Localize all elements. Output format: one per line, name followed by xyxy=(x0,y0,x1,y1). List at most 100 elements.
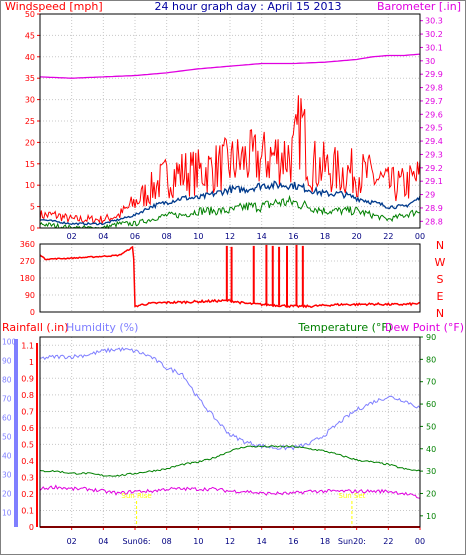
time-tick-label: 02 xyxy=(67,537,77,546)
rainfall-axis-bar xyxy=(36,343,38,527)
direction-degree-label: 360 xyxy=(20,240,35,249)
windspeed-tick-label: 0 xyxy=(30,224,35,233)
panel2-series xyxy=(39,244,421,309)
barometer-tick-label: 29.5 xyxy=(425,124,443,133)
windspeed-tick-label: 15 xyxy=(25,160,35,169)
windspeed-tick-label: 50 xyxy=(25,10,35,19)
time-tick-label: 04 xyxy=(98,537,108,546)
rainfall-label: Rainfall (.in) xyxy=(2,321,69,334)
temperature-tick-label: 90 xyxy=(426,333,436,342)
windspeed-tick-label: 20 xyxy=(25,138,35,147)
barometer-tick-label: 29.9 xyxy=(425,70,443,79)
barometer-tick-label: 29.6 xyxy=(425,110,443,119)
time-tick-label: 12 xyxy=(225,537,235,546)
humidity-tick-label: 40 xyxy=(2,451,12,460)
direction-degree-label: 180 xyxy=(20,274,35,283)
barometer-tick-label: 30.3 xyxy=(425,17,443,26)
rainfall-tick-label: 0.5 xyxy=(21,440,34,449)
temperature-tick-label: 40 xyxy=(426,445,436,454)
windspeed-tick-label: 10 xyxy=(25,181,35,190)
windspeed-tick-label: 35 xyxy=(25,74,35,83)
windspeed-tick-label: 5 xyxy=(30,203,35,212)
rainfall-tick-label: 0.1 xyxy=(21,506,34,515)
time-tick-label: 08 xyxy=(162,537,172,546)
humidity-tick-label: 10 xyxy=(2,508,12,517)
barometer-tick-label: 30 xyxy=(425,57,435,66)
time-tick-label: 04 xyxy=(98,232,108,241)
dewpoint-label: Dew Point (°F) xyxy=(385,321,464,334)
time-tick-label: 06 xyxy=(130,232,140,241)
rainfall-tick-label: 0.8 xyxy=(21,391,34,400)
wind-average-line xyxy=(39,180,421,226)
barometer-tick-label: 29.7 xyxy=(425,97,443,106)
time-tick-label: 02 xyxy=(67,232,77,241)
humidity-tick-label: 100 xyxy=(2,337,17,346)
panel1-time-axis: 02 04 06 08 10 12 14 16 18 20 22 00 xyxy=(67,232,426,241)
wind-low-line xyxy=(39,194,421,230)
windspeed-tick-label: 45 xyxy=(25,31,35,40)
rainfall-tick-label: 0.9 xyxy=(21,374,34,383)
humidity-tick-label: 60 xyxy=(2,413,12,422)
humidity-tick-label: 50 xyxy=(2,432,12,441)
time-tick-label: 10 xyxy=(193,537,203,546)
humidity-tick-label: 80 xyxy=(2,375,12,384)
humidity-axis: 10 20 30 40 50 60 70 80 90 100 xyxy=(2,337,17,517)
dewpoint-line xyxy=(39,484,421,499)
sun-marker-label: Sun Rise xyxy=(121,492,151,500)
direction-degree-label: 0 xyxy=(30,308,35,317)
windspeed-tick-label: 30 xyxy=(25,96,35,105)
time-tick-label: 14 xyxy=(257,537,267,546)
panel1-series xyxy=(39,53,421,230)
wind-gust-line xyxy=(39,95,421,226)
direction-compass-label: N xyxy=(436,307,444,320)
temperature-line xyxy=(39,445,421,477)
temperature-label: Temperature (°F) xyxy=(297,321,392,334)
humidity-tick-label: 70 xyxy=(2,394,12,403)
panel2-frame xyxy=(39,243,421,313)
temperature-tick-label: 80 xyxy=(426,355,436,364)
temperature-tick-label: 10 xyxy=(426,512,436,521)
panel3-gridlines xyxy=(40,337,421,530)
temperature-tick-label: 20 xyxy=(426,489,436,498)
sun-marker-label: Sun Set xyxy=(338,492,365,500)
barometer-tick-label: 28.9 xyxy=(425,204,443,213)
rainfall-tick-label: 0.7 xyxy=(21,407,34,416)
windspeed-label: Windspeed [mph] xyxy=(5,0,103,13)
barometer-tick-label: 28.8 xyxy=(425,217,443,226)
time-tick-label: 22 xyxy=(383,232,393,241)
barometer-tick-label: 29.3 xyxy=(425,150,443,159)
time-tick-label: 00 xyxy=(415,537,425,546)
chart-title: 24 hour graph day : April 15 2013 xyxy=(155,0,342,13)
direction-degree-label: 270 xyxy=(20,257,35,266)
barometer-tick-label: 29 xyxy=(425,191,435,200)
humidity-label: Humidity (%) xyxy=(66,321,138,334)
panel3-axis-bars xyxy=(14,339,38,527)
time-tick-label: 12 xyxy=(225,232,235,241)
barometer-tick-label: 30.1 xyxy=(425,43,443,52)
time-tick-label: 00 xyxy=(415,232,425,241)
direction-compass-label: N xyxy=(436,239,444,252)
time-tick-label: 10 xyxy=(193,232,203,241)
barometer-axis: 28.8 28.9 29 29.1 29.2 29.3 29.4 29.5 29.6 29.7 29… xyxy=(420,17,443,226)
sun-time-label: Sun06: xyxy=(123,537,151,546)
direction-degree-label: 90 xyxy=(25,291,35,300)
panel3-time-axis: 02 04 08 10 12 14 16 18 22 00 xyxy=(67,537,426,546)
rainfall-tick-label: 1 xyxy=(29,358,34,367)
direction-compass-label: E xyxy=(437,290,444,303)
temperature-tick-label: 30 xyxy=(426,467,436,476)
panel1-frame xyxy=(39,13,421,229)
windspeed-tick-label: 40 xyxy=(25,53,35,62)
rainfall-tick-label: 0.2 xyxy=(21,490,34,499)
temperature-axis: 10 20 30 40 50 60 70 80 90 xyxy=(420,333,436,521)
barometer-tick-label: 29.8 xyxy=(425,84,443,93)
rainfall-axis: 0 0.1 0.2 0.3 0.4 0.5 0.6 0.7 0.8 0.9 1 1.1 xyxy=(21,341,34,532)
barometer-label: Barometer [.in] xyxy=(377,0,461,13)
rainfall-tick-label: 0.6 xyxy=(21,424,34,433)
humidity-tick-label: 20 xyxy=(2,489,12,498)
direction-compass-label: W xyxy=(435,256,446,269)
humidity-line xyxy=(39,346,421,451)
humidity-tick-label: 30 xyxy=(2,470,12,479)
rainfall-tick-label: 1.1 xyxy=(21,341,34,350)
time-tick-label: 22 xyxy=(383,537,393,546)
